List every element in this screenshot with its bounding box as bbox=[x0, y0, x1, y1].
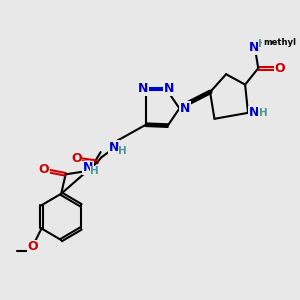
Text: O: O bbox=[27, 240, 38, 254]
Text: methyl: methyl bbox=[263, 38, 296, 47]
Text: O: O bbox=[71, 152, 82, 164]
Text: N: N bbox=[138, 82, 148, 95]
Text: N: N bbox=[83, 161, 93, 174]
Text: N: N bbox=[109, 140, 119, 154]
Text: H: H bbox=[258, 39, 267, 49]
Text: N: N bbox=[164, 82, 174, 95]
Text: N: N bbox=[249, 41, 259, 54]
Text: H: H bbox=[118, 146, 127, 157]
Text: H: H bbox=[90, 167, 99, 176]
Text: N: N bbox=[180, 102, 190, 115]
Text: O: O bbox=[39, 163, 49, 176]
Text: N: N bbox=[249, 106, 259, 119]
Text: H: H bbox=[259, 108, 268, 118]
Text: O: O bbox=[274, 62, 285, 75]
